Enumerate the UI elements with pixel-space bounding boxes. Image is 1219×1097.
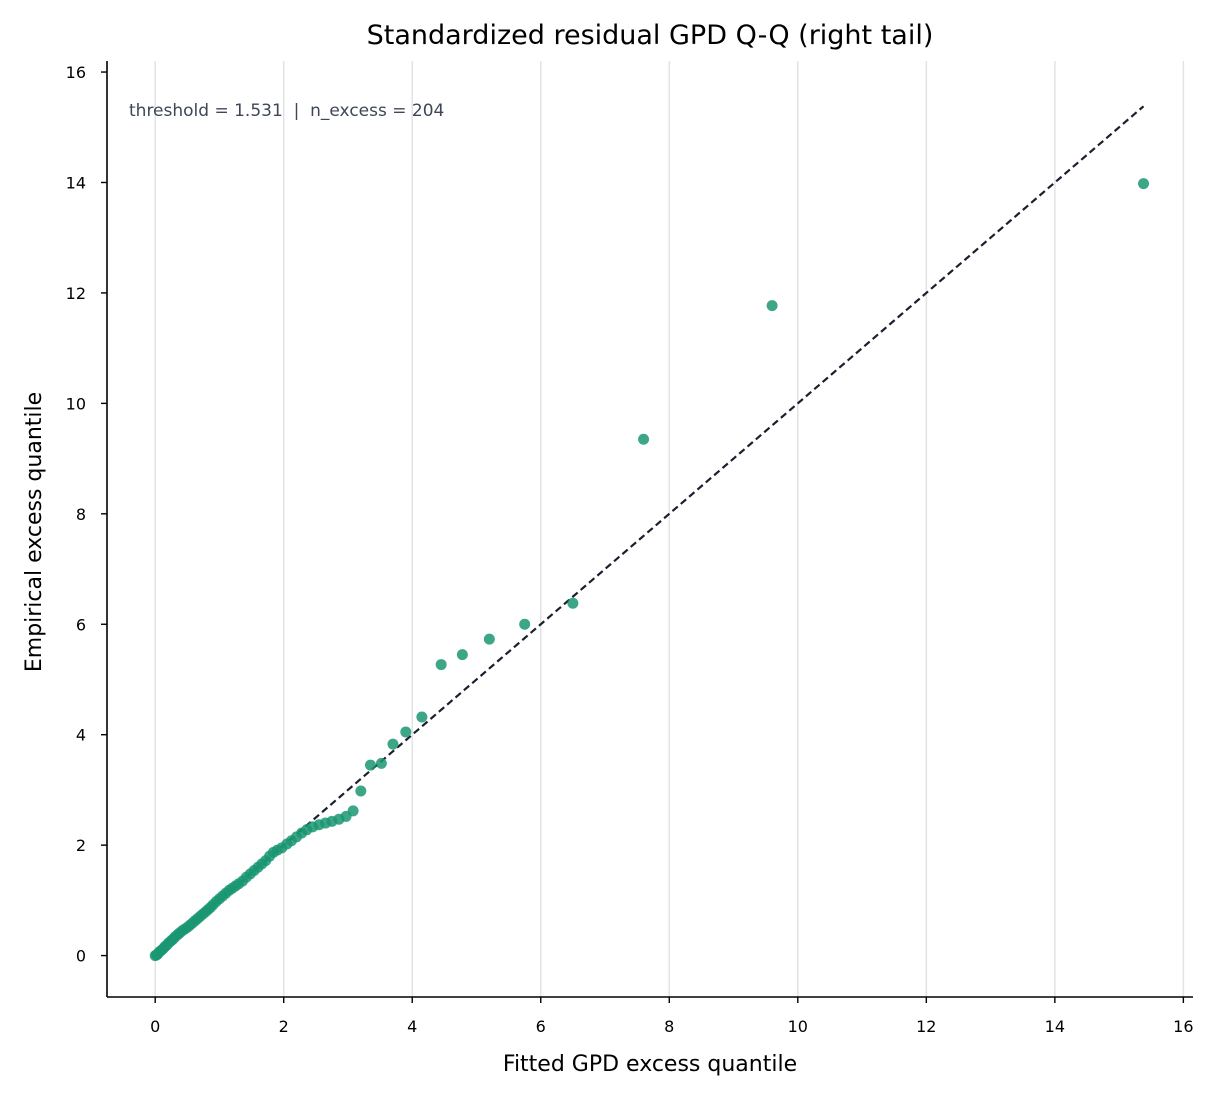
- x-tick-label: 6: [536, 1017, 546, 1036]
- x-tick-label: 0: [150, 1017, 160, 1036]
- y-tick-label: 8: [76, 505, 86, 524]
- x-tick-label: 12: [916, 1017, 936, 1036]
- y-tick-label: 16: [66, 63, 86, 82]
- y-tick-label: 6: [76, 615, 86, 634]
- y-tick-label: 12: [66, 284, 86, 303]
- data-point: [400, 726, 412, 738]
- data-point: [483, 633, 495, 645]
- data-point: [435, 659, 447, 671]
- reference-line: [154, 105, 1145, 957]
- reference-line-group: [154, 105, 1145, 957]
- data-point: [456, 649, 468, 661]
- threshold-annotation: threshold = 1.531 | n_excess = 204: [129, 101, 444, 121]
- x-tick-label: 14: [1045, 1017, 1065, 1036]
- data-point: [355, 785, 367, 797]
- x-tick-label: 8: [664, 1017, 674, 1036]
- axes: [106, 61, 1193, 998]
- data-point: [387, 738, 399, 750]
- chart-title: Standardized residual GPD Q-Q (right tai…: [367, 20, 934, 51]
- data-point: [567, 597, 579, 609]
- y-tick-label: 2: [76, 836, 86, 855]
- x-axis-ticks: 0 2 4 6 8 10 12 14 16: [150, 997, 1194, 1036]
- data-point: [364, 759, 376, 771]
- x-tick-label: 4: [407, 1017, 417, 1036]
- data-point: [416, 711, 428, 723]
- y-axis-title: Empirical excess quantile: [22, 392, 47, 672]
- y-tick-label: 14: [66, 173, 86, 192]
- data-point: [375, 757, 387, 769]
- y-axis-ticks: 0 2 4 6 8 10 12 14 16: [66, 63, 107, 966]
- y-tick-label: 4: [76, 726, 86, 745]
- x-tick-label: 2: [279, 1017, 289, 1036]
- data-point: [347, 805, 359, 817]
- y-tick-label: 10: [66, 394, 86, 413]
- y-tick-label: 0: [76, 947, 86, 966]
- data-point: [766, 300, 778, 312]
- data-point: [1138, 178, 1150, 190]
- data-point: [519, 618, 531, 630]
- x-axis-title: Fitted GPD excess quantile: [503, 1052, 797, 1077]
- grid-lines: [154, 61, 1185, 997]
- data-point: [638, 433, 650, 445]
- data-points: [149, 178, 1150, 962]
- x-tick-label: 10: [788, 1017, 808, 1036]
- x-tick-label: 16: [1173, 1017, 1193, 1036]
